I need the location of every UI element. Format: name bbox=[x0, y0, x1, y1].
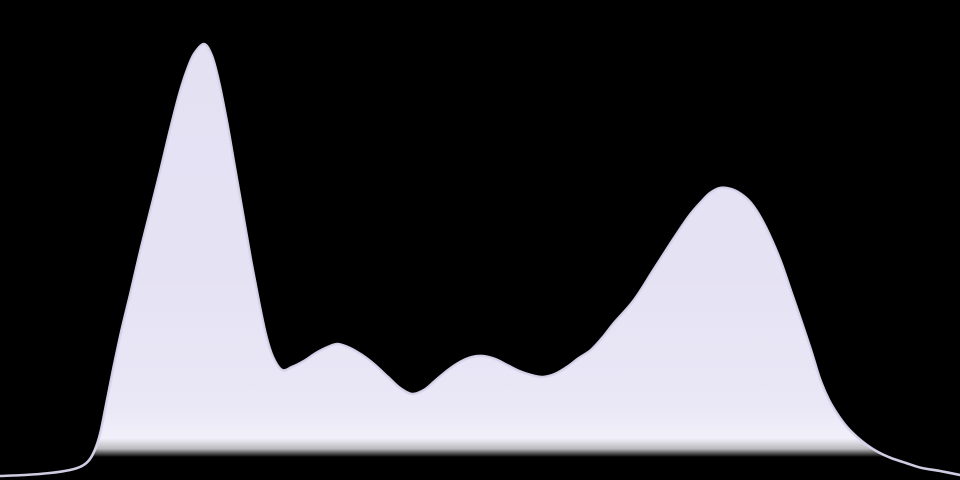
density-curve-line bbox=[0, 42, 960, 478]
density-area-fill bbox=[0, 43, 960, 480]
